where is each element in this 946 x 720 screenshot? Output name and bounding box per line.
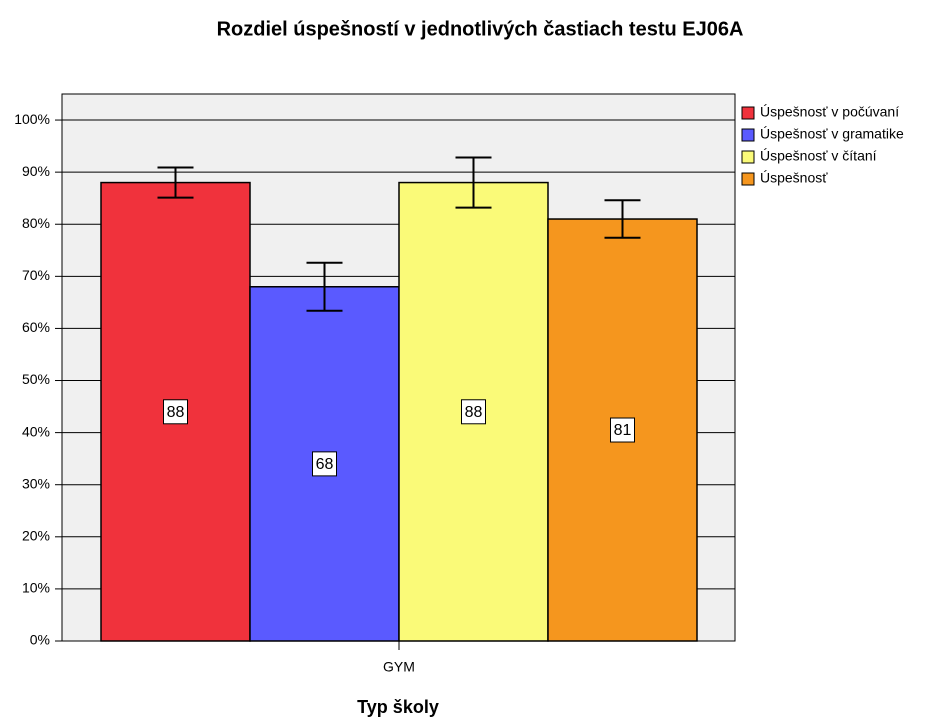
value-label-box	[610, 417, 635, 443]
y-tick-label: 90%	[22, 163, 50, 179]
value-label: 88	[167, 404, 185, 421]
error-bar	[455, 156, 492, 209]
value-label: 68	[316, 456, 334, 473]
value-label: 81	[614, 422, 632, 439]
bar	[100, 181, 251, 642]
legend-swatch	[741, 106, 755, 120]
value-label-box	[461, 399, 486, 425]
y-tick-label: 50%	[22, 371, 50, 387]
legend-swatch	[741, 128, 755, 142]
value-label-box	[312, 451, 337, 477]
legend-label: Úspešnosť v čítaní	[760, 148, 877, 164]
chart-title: Rozdiel úspešností v jednotlivých častia…	[217, 18, 744, 40]
y-tick-label: 40%	[22, 423, 50, 439]
y-tick-label: 30%	[22, 475, 50, 491]
x-tick-label: GYM	[383, 659, 415, 675]
legend-label: Úspešnosť v gramatike	[760, 126, 904, 142]
y-tick-label: 0%	[30, 632, 50, 648]
legend-swatch	[741, 150, 755, 164]
value-label-box	[163, 399, 188, 425]
y-tick-label: 60%	[22, 319, 50, 335]
y-tick-label: 70%	[22, 267, 50, 283]
value-label: 88	[465, 404, 483, 421]
x-axis-label: Typ školy	[357, 697, 439, 717]
y-tick-label: 100%	[14, 111, 50, 127]
y-tick-label: 80%	[22, 215, 50, 231]
y-tick-label: 10%	[22, 580, 50, 596]
error-bar	[306, 261, 343, 312]
legend-label: Úspešnosť	[760, 170, 828, 186]
legend-label: Úspešnosť v počúvaní	[760, 104, 899, 120]
legend-swatch	[741, 172, 755, 186]
y-tick-label: 20%	[22, 528, 50, 544]
error-bar	[604, 199, 641, 239]
error-bar	[157, 166, 194, 199]
